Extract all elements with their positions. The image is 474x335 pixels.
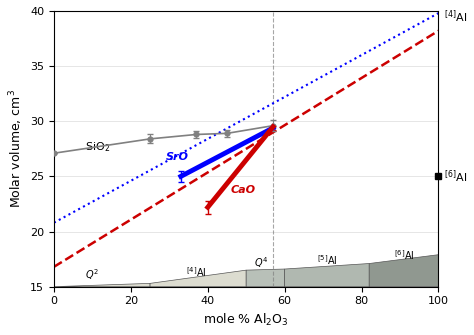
Polygon shape xyxy=(369,255,438,287)
Text: CaO: CaO xyxy=(231,185,256,195)
X-axis label: mole % Al$_2$O$_3$: mole % Al$_2$O$_3$ xyxy=(203,312,289,328)
Text: $^{[5]}$Al: $^{[5]}$Al xyxy=(317,254,337,267)
Text: $^{[6]}$Al: $^{[6]}$Al xyxy=(393,249,414,262)
Text: $^{[4]}$Al: $^{[4]}$Al xyxy=(186,265,207,279)
Polygon shape xyxy=(150,270,246,287)
Polygon shape xyxy=(285,264,369,287)
Text: $Q^2$: $Q^2$ xyxy=(85,267,100,282)
Text: SrO: SrO xyxy=(165,152,189,162)
Y-axis label: Molar volume, cm$^3$: Molar volume, cm$^3$ xyxy=(7,89,25,208)
Text: SiO$_2$: SiO$_2$ xyxy=(85,140,110,154)
Polygon shape xyxy=(54,283,150,287)
Polygon shape xyxy=(246,269,285,287)
Text: $Q^4$: $Q^4$ xyxy=(255,255,269,270)
Text: $^{[4]}$Al: $^{[4]}$Al xyxy=(444,8,467,25)
Text: $^{[6]}$Al: $^{[6]}$Al xyxy=(444,168,467,185)
